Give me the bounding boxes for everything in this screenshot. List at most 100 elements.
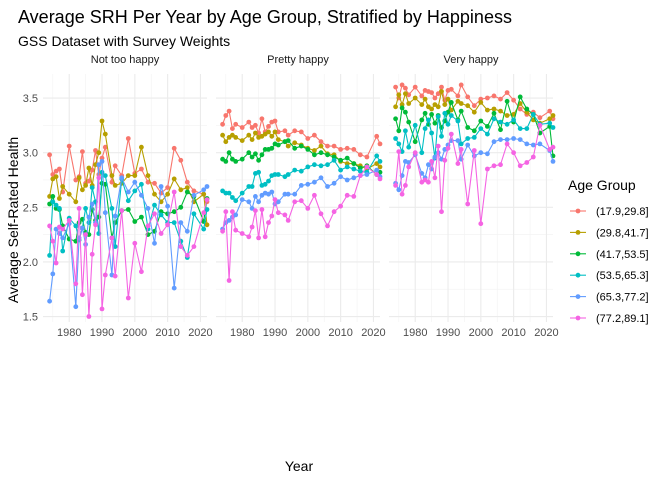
data-point [498,96,503,102]
data-point [83,206,88,211]
legend-label: (65.3,77.2] [596,292,649,304]
x-tick-label: 2020 [361,327,385,339]
data-point [223,139,229,145]
data-point [429,112,434,117]
data-point [226,150,232,156]
data-point [448,86,454,92]
data-point [312,132,317,138]
data-point [204,207,210,212]
data-point [220,121,226,127]
data-point [266,124,271,129]
data-point [223,159,229,164]
data-point [432,120,438,126]
data-point [102,144,108,150]
data-point [171,145,177,151]
data-point [272,172,278,177]
data-point [99,155,105,161]
data-point [109,235,115,241]
data-point [377,159,383,164]
data-point [66,191,72,197]
x-axis-title: Year [285,458,314,474]
data-point [344,161,350,167]
data-point [305,164,311,170]
legend-label: (53.5,65.3] [596,270,649,282]
legend-label: (17.9,29.8] [596,206,649,218]
data-point [406,119,412,125]
data-point [471,148,477,153]
data-point [338,167,343,173]
data-point [491,139,497,145]
data-point [158,184,164,189]
data-point [89,185,95,191]
data-point [344,177,350,183]
data-point [298,168,304,174]
data-point [351,147,357,152]
data-point [344,155,350,161]
data-point [498,108,503,114]
data-point [119,175,125,181]
data-point [445,121,451,127]
data-point [524,141,530,147]
data-point [426,117,431,123]
data-point [89,251,95,257]
data-point [422,126,428,131]
x-tick-label: 1990 [263,327,287,339]
data-point [537,115,543,121]
data-point [50,194,56,199]
data-point [226,218,232,223]
data-point [517,106,523,112]
data-point [204,197,210,203]
data-point [132,173,138,179]
data-point [312,152,317,158]
data-point [145,179,151,185]
data-point [471,103,477,109]
data-point [262,147,268,152]
data-point [256,157,261,163]
data-point [292,128,298,134]
data-point [53,174,59,180]
data-point [178,157,184,163]
data-point [442,157,448,163]
data-point [374,133,380,139]
legend-item: (17.9,29.8] [570,206,649,218]
data-point [73,223,79,229]
data-point [292,167,298,173]
data-point [239,138,245,144]
data-point [465,136,471,141]
data-point [399,191,405,197]
data-point [305,206,311,211]
data-point [511,97,516,103]
data-point [112,163,118,169]
data-point [125,198,131,204]
data-point [132,188,138,194]
y-tick-label: 3.0 [23,148,38,160]
data-point [547,116,553,122]
data-point [47,298,52,304]
data-point [119,208,125,214]
data-point [246,184,252,189]
data-point [357,173,363,179]
data-point [259,207,265,212]
data-point [357,168,363,174]
data-point [50,199,56,205]
data-point [399,105,405,111]
y-tick-label: 2.0 [23,257,38,269]
data-point [471,135,477,140]
data-point [331,180,337,186]
data-point [73,281,79,287]
series-line [49,171,208,260]
series-line [49,160,208,307]
facet-panel: Pretty happy 1980 1990 2000 2010 2020 [216,54,386,339]
legend-item: (65.3,77.2] [570,292,649,304]
data-point [80,187,85,193]
data-point [226,190,232,196]
data-point [47,223,52,229]
legend-label: (77.2,89.1] [596,313,649,325]
data-point [269,133,275,139]
data-point [275,142,281,148]
data-point [66,218,72,223]
data-point [139,214,144,220]
data-point [139,181,144,187]
data-point [530,112,536,117]
data-point [435,143,441,149]
